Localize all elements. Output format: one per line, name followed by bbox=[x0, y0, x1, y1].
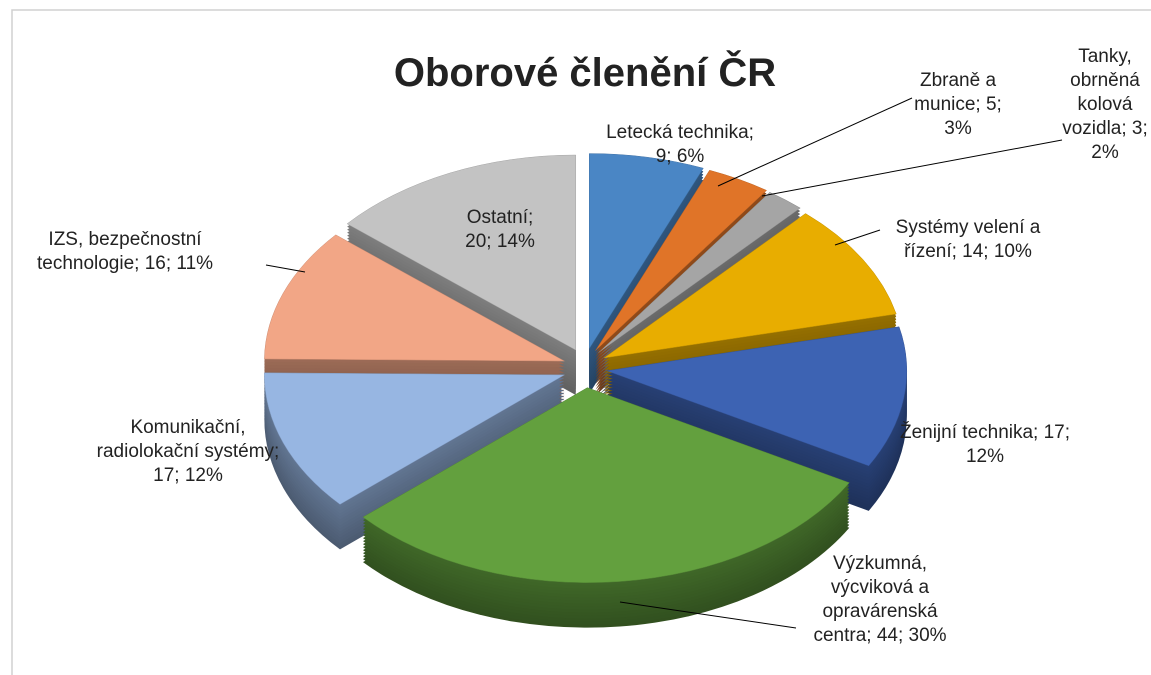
pie-slice bbox=[589, 153, 704, 350]
pie-slice bbox=[595, 169, 767, 351]
data-label: Výzkumná, výcviková a opravárenská centr… bbox=[813, 553, 947, 646]
leader-line bbox=[834, 229, 881, 246]
pie-slice bbox=[362, 387, 850, 583]
leader-lines bbox=[265, 97, 1063, 629]
data-label: IZS, bezpečnostní technologie; 16; 11% bbox=[36, 229, 214, 274]
chart-title: Oborové členění ČR bbox=[393, 51, 777, 95]
pie-slice bbox=[598, 191, 801, 353]
pie-slice bbox=[346, 154, 577, 351]
data-label: Tanky, obrněná kolová vozidla; 3; 2% bbox=[1062, 46, 1148, 163]
data-label: Systémy velení a řízení; 14; 10% bbox=[895, 217, 1041, 262]
leader-line bbox=[761, 139, 1063, 197]
data-label: Zbraně a munice; 5; 3% bbox=[914, 70, 1002, 139]
pie-slice bbox=[603, 213, 897, 359]
data-label: Komunikační, radiolokační systémy; 17; 1… bbox=[96, 417, 280, 486]
data-label: Ženijní technika; 17; 12% bbox=[899, 422, 1071, 467]
pie-slice bbox=[606, 326, 908, 467]
leader-line bbox=[265, 264, 306, 273]
slices bbox=[264, 153, 908, 628]
leader-line bbox=[717, 97, 913, 187]
data-label: Letecká technika; 9; 6% bbox=[606, 122, 754, 167]
frame bbox=[11, 9, 1151, 675]
leader-line bbox=[619, 601, 797, 629]
pie-slice bbox=[264, 372, 566, 505]
pie-slice bbox=[264, 234, 565, 362]
data-label: Ostatní; 20; 14% bbox=[465, 207, 535, 252]
